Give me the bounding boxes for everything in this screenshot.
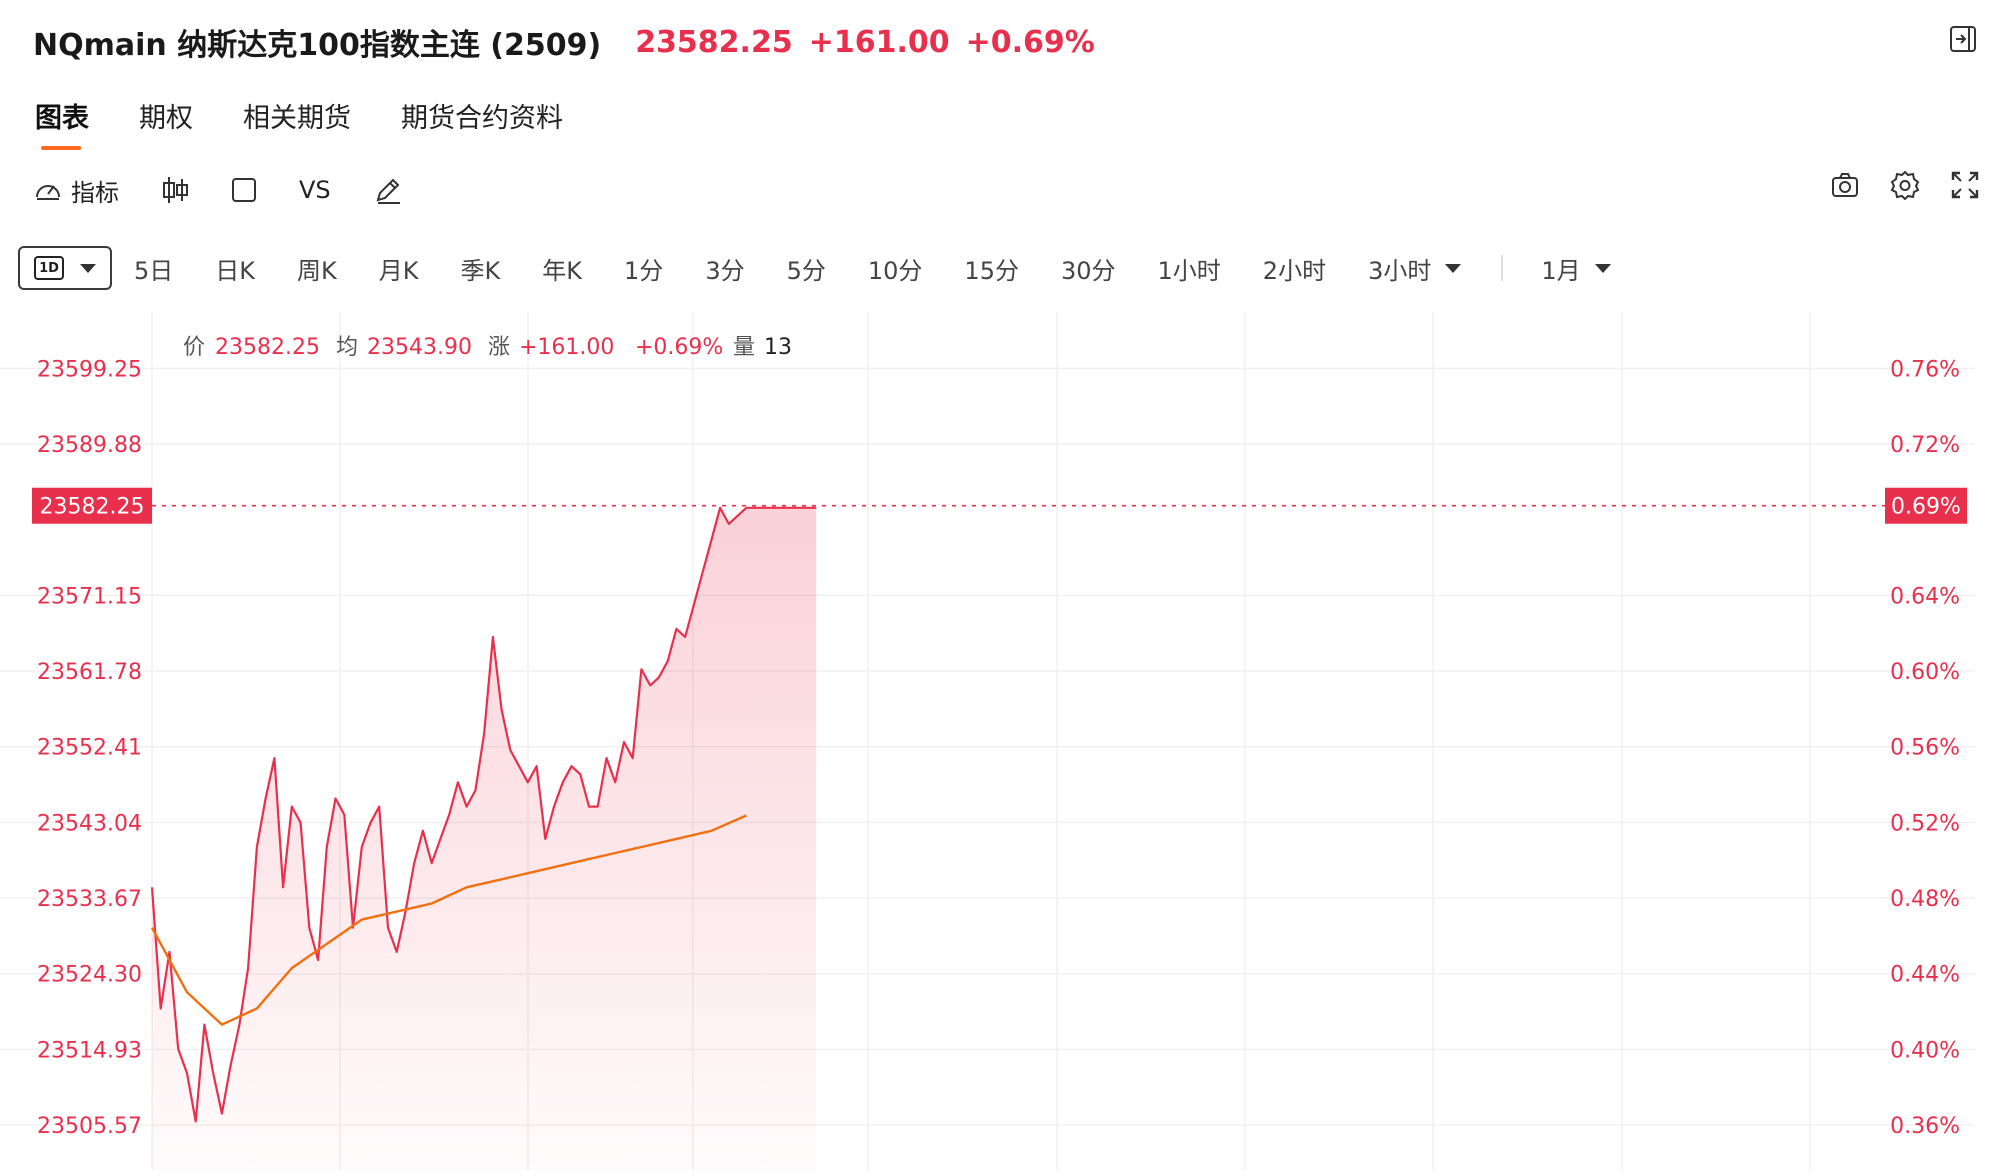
chart-area[interactable]: 23582.25 0.69% 23599.25 23589.88 23571.15 23… xyxy=(0,312,2008,1172)
right-tick-label: 0.44% xyxy=(1890,963,1960,988)
period-bar: 1D 5日 日K 周K 月K 季K 年K 1分 3分 5分 10分 15分 30… xyxy=(18,244,1611,292)
last-price: 23582.25 xyxy=(635,24,793,60)
chart-toolbar: 指标 VS xyxy=(33,170,445,210)
period-2h[interactable]: 2小时 xyxy=(1262,256,1327,285)
period-quarterly[interactable]: 季K xyxy=(460,256,501,285)
period-monthly[interactable]: 月K xyxy=(378,256,419,285)
right-tick-label: 0.60% xyxy=(1890,660,1960,685)
price-line xyxy=(150,506,817,1123)
period-weekly[interactable]: 周K xyxy=(297,256,337,285)
main-tabs: 图表 期权 相关期货 期货合约资料 xyxy=(35,96,613,150)
title-row: NQmain 纳斯达克100指数主连 (2509) 23582.25 +161.… xyxy=(33,18,1095,66)
right-tick-label: 0.76% xyxy=(1890,357,1960,382)
indicator-label: 指标 xyxy=(71,178,119,207)
period-10min[interactable]: 10分 xyxy=(867,256,923,285)
settings-icon[interactable] xyxy=(1890,170,1920,204)
info-change-label: 涨 xyxy=(488,335,510,360)
right-tick-label: 0.40% xyxy=(1890,1038,1960,1063)
period-daily[interactable]: 日K xyxy=(215,256,256,285)
pencil-icon[interactable] xyxy=(373,175,403,205)
period-1h[interactable]: 1小时 xyxy=(1157,256,1221,285)
info-change-pct: +0.69% xyxy=(635,335,723,360)
right-tick-label: 0.36% xyxy=(1890,1114,1960,1139)
intraday-chart[interactable]: 23582.25 0.69% 23599.2523589.8823571.1523… xyxy=(0,312,2008,1172)
left-axis: 23599.25 23589.88 23571.15 23561.78 23552.41… xyxy=(37,357,142,1139)
current-pct-tag xyxy=(1885,487,1967,524)
left-tick-label: 23589.88 xyxy=(37,433,142,458)
right-tick-label: 0.52% xyxy=(1890,811,1960,836)
candlestick-icon[interactable] xyxy=(161,175,189,205)
period-5min[interactable]: 5分 xyxy=(786,256,826,285)
price-area xyxy=(152,507,817,1170)
chevron-down-icon xyxy=(80,263,96,273)
avg-line xyxy=(150,814,747,1026)
right-tick-label: 0.56% xyxy=(1890,736,1960,761)
info-bar: 价 23582.25 均 23543.90 涨 +161.00 +0.69% 量… xyxy=(183,335,792,360)
info-change-value: +161.00 xyxy=(519,335,614,360)
current-pct-tag-label: 0.69% xyxy=(1891,495,1961,520)
range-select[interactable]: 1月 xyxy=(1541,256,1581,285)
left-tick-label: 23552.41 xyxy=(37,736,142,761)
vs-label: VS xyxy=(299,176,331,204)
vs-button[interactable]: VS xyxy=(299,176,331,204)
price-change-pct: +0.69% xyxy=(965,24,1095,60)
period-type-dropdown[interactable]: 1D xyxy=(18,246,112,290)
info-volume-label: 量 xyxy=(733,335,755,360)
period-3h[interactable]: 3小时 xyxy=(1368,256,1432,285)
left-tick-label: 23533.67 xyxy=(37,887,142,912)
square-icon[interactable] xyxy=(231,177,257,203)
period-30min[interactable]: 30分 xyxy=(1060,256,1116,285)
tab-options[interactable]: 期权 xyxy=(139,103,193,134)
gauge-icon xyxy=(33,175,63,205)
indicator-button[interactable]: 指标 xyxy=(33,173,119,208)
info-avg-value: 23543.90 xyxy=(367,335,472,360)
left-tick-label: 23514.93 xyxy=(37,1038,142,1063)
right-tick-label: 0.72% xyxy=(1890,433,1960,458)
chevron-down-icon[interactable] xyxy=(1445,263,1462,273)
period-5d[interactable]: 5日 xyxy=(134,256,174,285)
left-tick-label: 23599.25 xyxy=(37,357,142,382)
chevron-down-icon[interactable] xyxy=(1594,263,1611,273)
info-price-value: 23582.25 xyxy=(215,335,320,360)
right-tick-label: 0.48% xyxy=(1890,887,1960,912)
info-volume-value: 13 xyxy=(764,335,792,360)
fullscreen-icon[interactable] xyxy=(1950,170,1980,204)
period-3min[interactable]: 3分 xyxy=(705,256,745,285)
period-15min[interactable]: 15分 xyxy=(964,256,1019,285)
collapse-right-icon[interactable] xyxy=(1948,24,1978,54)
left-tick-label: 23505.57 xyxy=(37,1114,142,1139)
current-price-tag-label: 23582.25 xyxy=(40,495,145,520)
price-change: +161.00 xyxy=(808,24,950,60)
period-yearly[interactable]: 年K xyxy=(542,256,583,285)
divider xyxy=(1501,255,1504,281)
period-1min[interactable]: 1分 xyxy=(624,256,664,285)
camera-icon[interactable] xyxy=(1830,170,1860,204)
left-tick-label: 23524.30 xyxy=(37,963,142,988)
left-tick-label: 23561.78 xyxy=(37,660,142,685)
period-badge: 1D xyxy=(34,256,64,280)
tab-related-futures[interactable]: 相关期货 xyxy=(243,103,351,134)
tab-contract-info[interactable]: 期货合约资料 xyxy=(401,103,563,134)
right-tick-label: 0.64% xyxy=(1890,584,1960,609)
info-avg-label: 均 xyxy=(336,335,358,360)
chart-toolbar-right xyxy=(1830,170,1980,204)
left-tick-label: 23543.04 xyxy=(37,811,142,836)
info-price-label: 价 xyxy=(183,335,205,360)
right-axis: 0.76% 0.72% 0.64% 0.60% 0.56% 0.52% 0.48% 0.44%… xyxy=(1890,357,1960,1139)
page-title: NQmain 纳斯达克100指数主连 (2509) xyxy=(33,28,602,63)
left-tick-label: 23571.15 xyxy=(37,584,142,609)
current-price-tag xyxy=(32,487,152,524)
tab-chart[interactable]: 图表 xyxy=(35,96,89,150)
